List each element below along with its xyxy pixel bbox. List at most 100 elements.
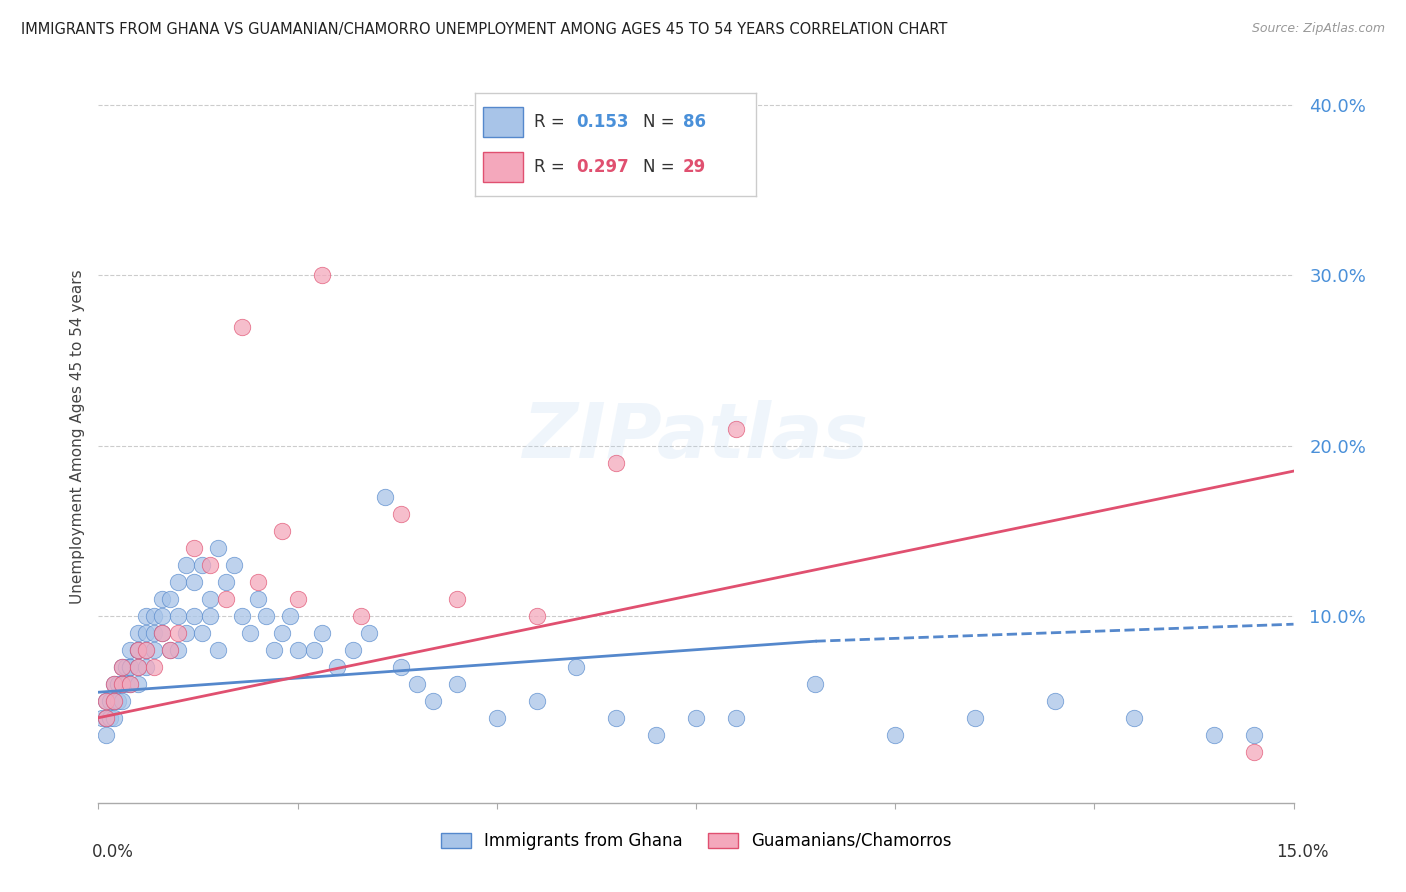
Point bbox=[96, 694, 118, 708]
Point bbox=[143, 659, 166, 673]
Point bbox=[120, 677, 142, 691]
Point bbox=[103, 711, 125, 725]
Point bbox=[98, 694, 122, 708]
Point bbox=[127, 642, 149, 657]
Point bbox=[207, 541, 229, 555]
Point bbox=[174, 625, 197, 640]
Point bbox=[222, 558, 245, 572]
Point bbox=[198, 608, 221, 623]
Point bbox=[91, 711, 114, 725]
Point bbox=[254, 608, 277, 623]
Point bbox=[96, 728, 118, 742]
Point bbox=[207, 642, 229, 657]
Point bbox=[143, 608, 166, 623]
Point bbox=[127, 659, 149, 673]
Point bbox=[111, 677, 134, 691]
Point bbox=[246, 591, 269, 606]
Point bbox=[135, 642, 157, 657]
Point bbox=[120, 677, 142, 691]
Point bbox=[198, 591, 221, 606]
Point bbox=[159, 591, 181, 606]
Point bbox=[198, 558, 221, 572]
Point bbox=[645, 728, 668, 742]
Text: IMMIGRANTS FROM GHANA VS GUAMANIAN/CHAMORRO UNEMPLOYMENT AMONG AGES 45 TO 54 YEA: IMMIGRANTS FROM GHANA VS GUAMANIAN/CHAMO… bbox=[21, 22, 948, 37]
Point bbox=[183, 574, 205, 589]
Point bbox=[685, 711, 707, 725]
Point bbox=[120, 659, 142, 673]
Point bbox=[326, 659, 349, 673]
Point bbox=[287, 591, 309, 606]
Point bbox=[183, 541, 205, 555]
Point bbox=[127, 677, 149, 691]
Point bbox=[231, 319, 253, 334]
Point bbox=[167, 642, 190, 657]
Point bbox=[389, 507, 412, 521]
Text: 0.0%: 0.0% bbox=[91, 843, 134, 861]
Point bbox=[270, 524, 292, 538]
Point bbox=[374, 490, 396, 504]
Point bbox=[103, 677, 125, 691]
Point bbox=[231, 608, 253, 623]
Point bbox=[143, 642, 166, 657]
Point bbox=[263, 642, 285, 657]
Point bbox=[605, 456, 627, 470]
Point bbox=[127, 625, 149, 640]
Point bbox=[359, 625, 381, 640]
Point bbox=[183, 608, 205, 623]
Point bbox=[526, 608, 548, 623]
Point bbox=[103, 694, 125, 708]
Text: 15.0%: 15.0% bbox=[1277, 843, 1329, 861]
Point bbox=[167, 574, 190, 589]
Point bbox=[287, 642, 309, 657]
Point bbox=[342, 642, 364, 657]
Point bbox=[526, 694, 548, 708]
Point bbox=[135, 625, 157, 640]
Point bbox=[120, 659, 142, 673]
Point bbox=[103, 694, 125, 708]
Point bbox=[724, 711, 747, 725]
Point bbox=[605, 711, 627, 725]
Point bbox=[215, 574, 238, 589]
Point bbox=[884, 728, 907, 742]
Point bbox=[135, 659, 157, 673]
Point bbox=[98, 711, 122, 725]
Point bbox=[96, 711, 118, 725]
Point bbox=[111, 677, 134, 691]
Point bbox=[150, 625, 173, 640]
Point bbox=[311, 268, 333, 283]
Point bbox=[111, 659, 134, 673]
Point bbox=[963, 711, 986, 725]
Point bbox=[389, 659, 412, 673]
Point bbox=[191, 625, 214, 640]
Point bbox=[143, 625, 166, 640]
Point bbox=[278, 608, 301, 623]
Point bbox=[127, 659, 149, 673]
Point bbox=[1243, 745, 1265, 759]
Point bbox=[446, 677, 468, 691]
Point bbox=[135, 608, 157, 623]
Point bbox=[135, 642, 157, 657]
Point bbox=[103, 694, 125, 708]
Point bbox=[127, 642, 149, 657]
Point bbox=[107, 694, 129, 708]
Point bbox=[120, 642, 142, 657]
Point bbox=[191, 558, 214, 572]
Point bbox=[239, 625, 262, 640]
Point bbox=[565, 659, 588, 673]
Point bbox=[311, 625, 333, 640]
Point bbox=[111, 659, 134, 673]
Point bbox=[446, 591, 468, 606]
Y-axis label: Unemployment Among Ages 45 to 54 years: Unemployment Among Ages 45 to 54 years bbox=[69, 269, 84, 605]
Point bbox=[167, 608, 190, 623]
Point bbox=[107, 677, 129, 691]
Point bbox=[174, 558, 197, 572]
Text: ZIPatlas: ZIPatlas bbox=[523, 401, 869, 474]
Point bbox=[422, 694, 444, 708]
Point bbox=[167, 625, 190, 640]
Point bbox=[302, 642, 325, 657]
Point bbox=[96, 711, 118, 725]
Point bbox=[270, 625, 292, 640]
Point bbox=[103, 677, 125, 691]
Text: Source: ZipAtlas.com: Source: ZipAtlas.com bbox=[1251, 22, 1385, 36]
Point bbox=[159, 642, 181, 657]
